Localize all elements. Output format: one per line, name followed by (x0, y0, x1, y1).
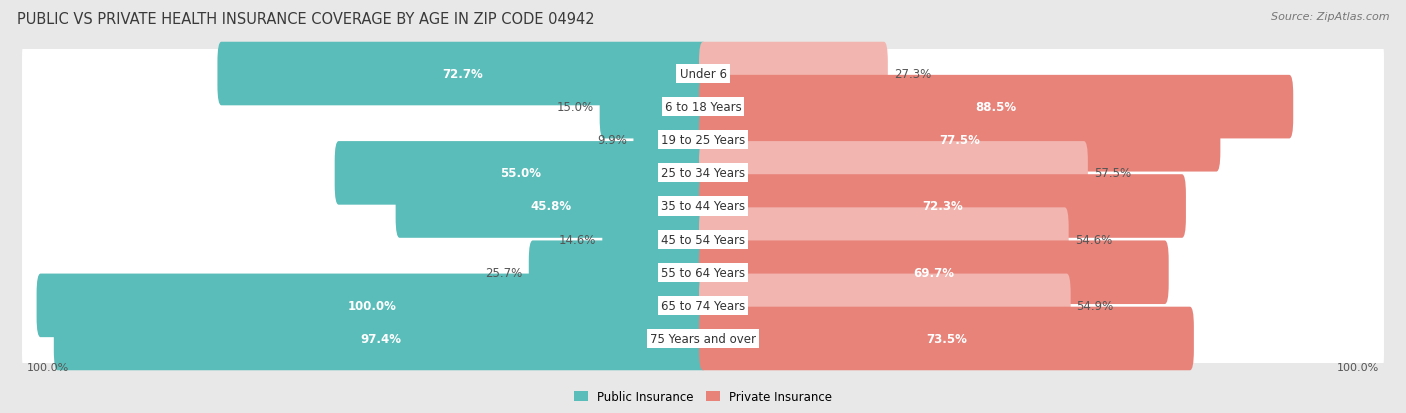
Text: 45 to 54 Years: 45 to 54 Years (661, 233, 745, 246)
FancyBboxPatch shape (53, 307, 707, 370)
FancyBboxPatch shape (634, 109, 707, 172)
FancyBboxPatch shape (699, 307, 1194, 370)
Text: 45.8%: 45.8% (530, 200, 572, 213)
Text: 35 to 44 Years: 35 to 44 Years (661, 200, 745, 213)
Text: 14.6%: 14.6% (560, 233, 596, 246)
FancyBboxPatch shape (22, 33, 1384, 115)
Text: 57.5%: 57.5% (1094, 167, 1130, 180)
FancyBboxPatch shape (22, 166, 1384, 247)
Text: PUBLIC VS PRIVATE HEALTH INSURANCE COVERAGE BY AGE IN ZIP CODE 04942: PUBLIC VS PRIVATE HEALTH INSURANCE COVER… (17, 12, 595, 27)
Text: 100.0%: 100.0% (27, 362, 69, 372)
FancyBboxPatch shape (699, 175, 1185, 238)
FancyBboxPatch shape (602, 208, 707, 271)
FancyBboxPatch shape (699, 142, 1088, 205)
Text: 72.3%: 72.3% (922, 200, 963, 213)
Text: 19 to 25 Years: 19 to 25 Years (661, 134, 745, 147)
Text: 73.5%: 73.5% (927, 332, 967, 345)
FancyBboxPatch shape (218, 43, 707, 106)
Text: 55.0%: 55.0% (501, 167, 541, 180)
Text: 65 to 74 Years: 65 to 74 Years (661, 299, 745, 312)
Text: 77.5%: 77.5% (939, 134, 980, 147)
Text: 15.0%: 15.0% (557, 101, 593, 114)
Text: 100.0%: 100.0% (1337, 362, 1379, 372)
FancyBboxPatch shape (22, 100, 1384, 181)
Text: 88.5%: 88.5% (976, 101, 1017, 114)
Text: 100.0%: 100.0% (347, 299, 396, 312)
Text: 69.7%: 69.7% (914, 266, 955, 279)
Text: 54.6%: 54.6% (1074, 233, 1112, 246)
FancyBboxPatch shape (699, 274, 1070, 337)
Text: 27.3%: 27.3% (894, 68, 931, 81)
FancyBboxPatch shape (699, 109, 1220, 172)
FancyBboxPatch shape (599, 76, 707, 139)
Text: Under 6: Under 6 (679, 68, 727, 81)
FancyBboxPatch shape (699, 43, 887, 106)
FancyBboxPatch shape (37, 274, 707, 337)
FancyBboxPatch shape (699, 208, 1069, 271)
FancyBboxPatch shape (22, 199, 1384, 280)
FancyBboxPatch shape (22, 133, 1384, 214)
Text: 9.9%: 9.9% (598, 134, 627, 147)
FancyBboxPatch shape (699, 241, 1168, 304)
Text: 97.4%: 97.4% (360, 332, 401, 345)
Text: 54.9%: 54.9% (1077, 299, 1114, 312)
FancyBboxPatch shape (699, 76, 1294, 139)
Text: 75 Years and over: 75 Years and over (650, 332, 756, 345)
Legend: Public Insurance, Private Insurance: Public Insurance, Private Insurance (569, 385, 837, 408)
FancyBboxPatch shape (22, 265, 1384, 347)
Text: Source: ZipAtlas.com: Source: ZipAtlas.com (1271, 12, 1389, 22)
FancyBboxPatch shape (22, 298, 1384, 380)
Text: 25.7%: 25.7% (485, 266, 523, 279)
FancyBboxPatch shape (22, 66, 1384, 148)
Text: 72.7%: 72.7% (441, 68, 482, 81)
Text: 55 to 64 Years: 55 to 64 Years (661, 266, 745, 279)
FancyBboxPatch shape (22, 232, 1384, 313)
FancyBboxPatch shape (335, 142, 707, 205)
FancyBboxPatch shape (395, 175, 707, 238)
FancyBboxPatch shape (529, 241, 707, 304)
Text: 6 to 18 Years: 6 to 18 Years (665, 101, 741, 114)
Text: 25 to 34 Years: 25 to 34 Years (661, 167, 745, 180)
